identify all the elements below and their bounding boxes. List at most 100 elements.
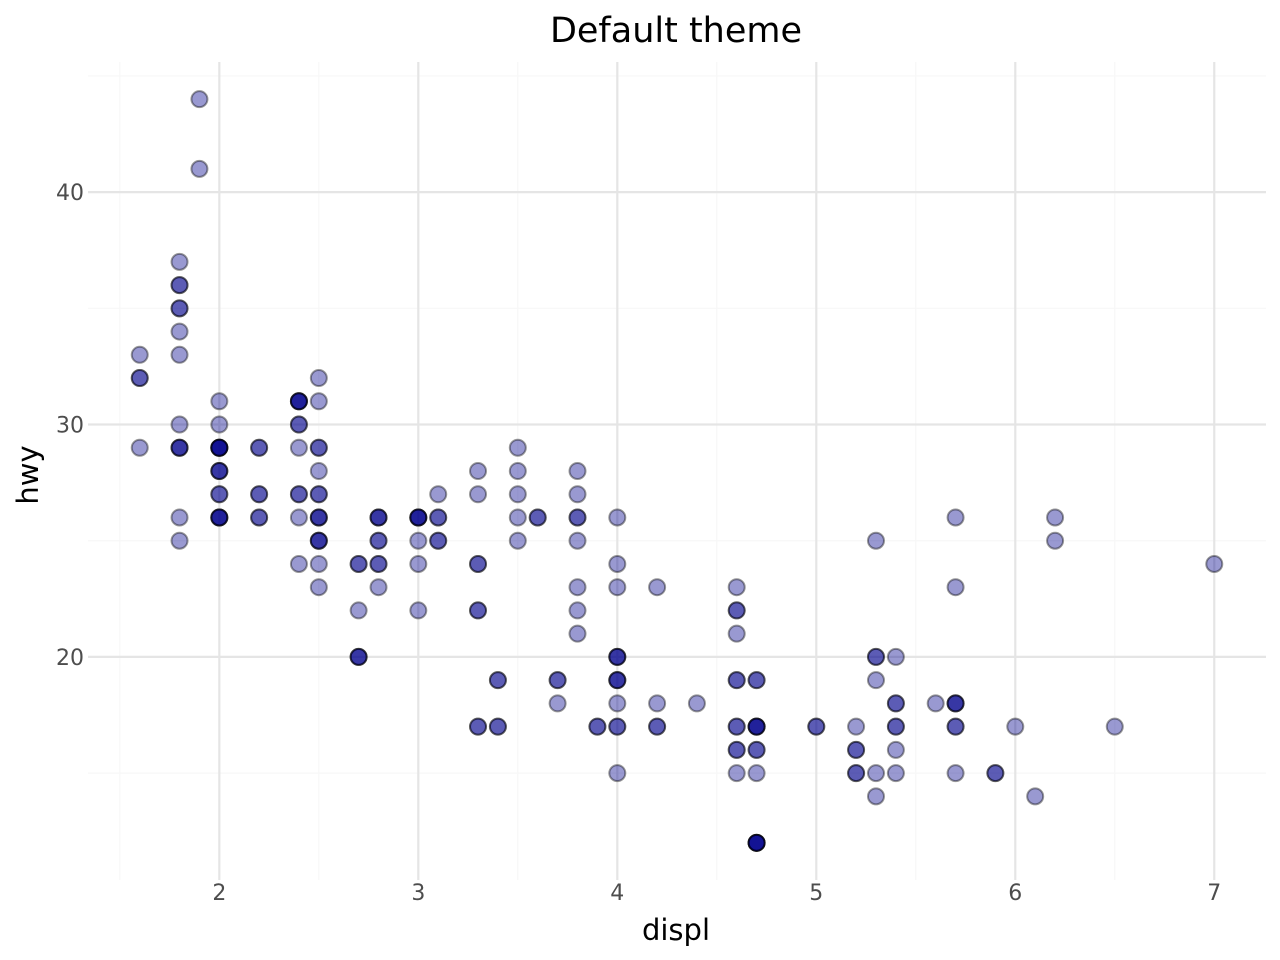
data-point — [469, 485, 488, 504]
data-point — [1046, 531, 1065, 550]
x-tick-label: 2 — [212, 881, 226, 906]
x-tick-label: 7 — [1207, 881, 1221, 906]
data-point — [886, 647, 905, 666]
data-point — [866, 671, 885, 690]
data-point — [648, 694, 667, 713]
data-point — [608, 671, 627, 690]
x-tick-label: 6 — [1008, 881, 1022, 906]
data-point — [608, 671, 627, 690]
data-point — [289, 554, 308, 573]
y-axis-title: hwy — [11, 445, 45, 504]
data-point — [747, 740, 766, 759]
x-axis-ticks: 2 3 4 5 6 7 — [212, 881, 1221, 906]
data-point — [687, 694, 706, 713]
data-point — [210, 508, 229, 527]
data-point — [488, 671, 507, 690]
data-point — [747, 833, 766, 852]
data-point — [568, 624, 587, 643]
data-point — [309, 462, 328, 480]
data-point — [747, 671, 766, 690]
data-point — [210, 508, 229, 527]
data-point — [727, 740, 746, 759]
data-point — [190, 90, 209, 109]
data-point — [1205, 554, 1224, 573]
data-point — [608, 578, 627, 597]
data-point — [1006, 717, 1025, 736]
data-point — [309, 485, 328, 504]
data-point — [250, 438, 269, 457]
data-point — [210, 508, 229, 527]
data-point — [886, 740, 905, 759]
data-point — [946, 694, 965, 713]
data-point — [409, 508, 428, 527]
data-point — [349, 554, 368, 573]
data-point — [608, 647, 627, 666]
data-point — [409, 508, 428, 527]
data-point — [210, 415, 229, 434]
data-point — [747, 717, 766, 736]
data-point — [210, 462, 229, 480]
data-point — [568, 531, 587, 550]
data-point — [309, 578, 328, 597]
data-point — [946, 764, 965, 783]
data-point — [747, 764, 766, 783]
data-point — [210, 485, 229, 504]
data-point — [508, 531, 527, 550]
data-point — [349, 647, 368, 666]
data-point — [429, 531, 448, 550]
data-point — [946, 717, 965, 736]
data-point — [170, 508, 189, 527]
data-point — [309, 438, 328, 457]
data-point — [289, 392, 308, 411]
data-point — [866, 787, 885, 806]
data-point — [170, 531, 189, 550]
data-point — [946, 694, 965, 713]
data-point — [469, 554, 488, 573]
data-point — [429, 485, 448, 504]
data-point — [886, 694, 905, 713]
data-point — [866, 764, 885, 783]
data-point — [369, 531, 388, 550]
data-point — [289, 392, 308, 411]
data-point — [488, 717, 507, 736]
data-point — [429, 508, 448, 527]
data-point — [608, 671, 627, 690]
data-point — [309, 369, 328, 388]
data-point — [866, 647, 885, 666]
data-point — [1105, 717, 1124, 736]
data-point — [429, 531, 448, 550]
data-point — [309, 392, 328, 411]
data-point — [170, 276, 189, 295]
data-point — [568, 508, 587, 527]
data-point — [747, 717, 766, 736]
y-tick-label: 20 — [56, 646, 84, 671]
data-point — [568, 462, 587, 480]
data-point — [488, 671, 507, 690]
data-point — [210, 462, 229, 480]
data-point — [289, 415, 308, 434]
data-point — [747, 717, 766, 736]
data-point — [727, 671, 746, 690]
data-point — [250, 508, 269, 527]
data-point — [309, 508, 328, 527]
data-point — [190, 159, 209, 178]
data-point — [469, 601, 488, 620]
data-point — [250, 485, 269, 504]
data-point — [508, 508, 527, 527]
data-point — [369, 554, 388, 573]
data-point — [369, 508, 388, 527]
data-point — [210, 438, 229, 457]
data-point — [369, 508, 388, 527]
data-point — [946, 578, 965, 597]
data-point — [727, 717, 746, 736]
data-point — [926, 694, 945, 713]
data-point — [469, 601, 488, 620]
data-point — [568, 578, 587, 597]
data-point — [309, 554, 328, 573]
data-point — [648, 578, 667, 597]
x-axis-title: displ — [642, 913, 710, 947]
data-point — [886, 764, 905, 783]
data-point — [727, 624, 746, 643]
data-point — [747, 717, 766, 736]
data-point — [727, 671, 746, 690]
